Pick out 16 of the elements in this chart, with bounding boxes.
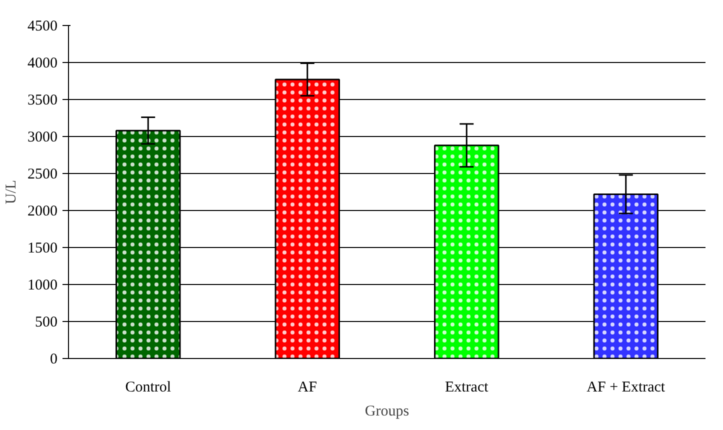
y-tick-label: 0 (50, 352, 58, 368)
x-tick-label: AF + Extract (586, 380, 666, 396)
y-tick-label: 3000 (28, 130, 58, 146)
x-tick-label: AF (298, 380, 317, 396)
y-tick-label: 1500 (28, 240, 58, 256)
x-tick-label: Control (125, 380, 172, 396)
x-tick-label: Extract (444, 380, 490, 396)
y-axis-title: U/L (4, 180, 20, 204)
y-tick-label: 2500 (28, 166, 58, 182)
y-tick-label: 1000 (28, 278, 58, 294)
y-tick-label: 2000 (28, 204, 58, 220)
y-tick-label: 4000 (28, 56, 58, 72)
y-tick-label: 500 (35, 314, 58, 330)
x-axis-title: Groups (364, 404, 410, 420)
y-tick-label: 3500 (28, 92, 58, 108)
y-tick-label: 4500 (28, 18, 58, 34)
